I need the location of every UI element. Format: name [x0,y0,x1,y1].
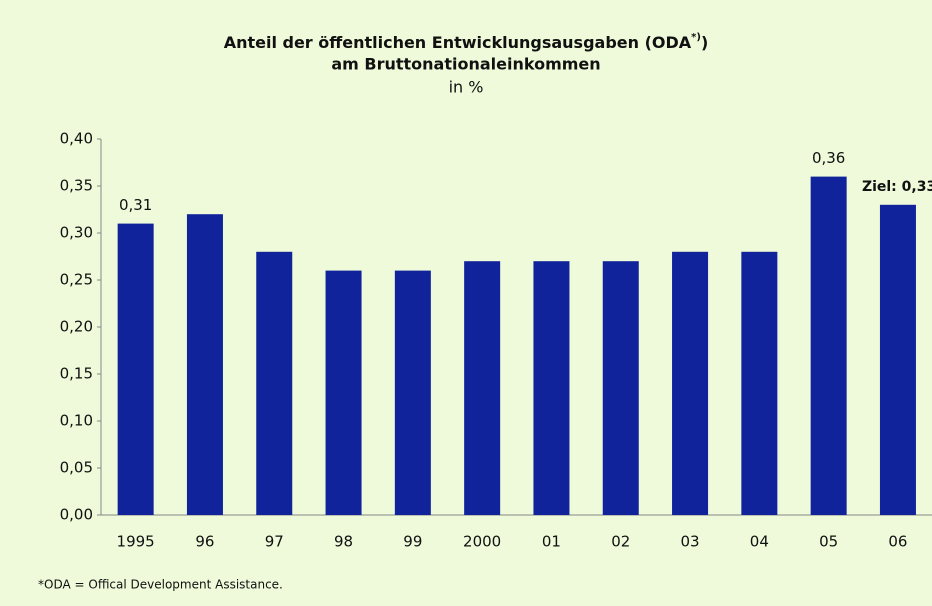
title-sup: *) [691,32,701,43]
x-tick-label: 99 [403,533,422,551]
bar [394,270,431,515]
x-tick-label: 01 [542,533,561,551]
x-tick-label: 04 [750,533,769,551]
y-tick-label: 0,15 [60,365,93,383]
bar [879,204,916,516]
y-tick-label: 0,35 [60,177,93,195]
title-text: Anteil der öffentlichen Entwicklungsausg… [224,33,692,52]
bar [325,270,362,515]
unit-label: in % [449,78,484,97]
title-end: ) [701,33,708,52]
x-tick-label: 2000 [463,533,501,551]
value-label: 0,36 [812,149,845,167]
chart-title: Anteil der öffentlichen Entwicklungsausg… [224,32,709,52]
x-tick-label: 1995 [117,533,155,551]
x-tick-label: 98 [334,533,353,551]
bar [533,261,570,515]
bar [810,176,847,515]
bar [602,261,639,515]
y-tick-label: 0,05 [60,459,93,477]
value-label: 0,31 [119,196,152,214]
x-tick-label: 05 [819,533,838,551]
y-tick-label: 0,30 [60,224,93,242]
footnote: *ODA = Offical Development Assistance. [38,578,283,592]
y-tick-label: 0,00 [60,506,93,524]
x-tick-label: 03 [681,533,700,551]
x-tick-label: 97 [265,533,284,551]
x-tick-label: 06 [888,533,907,551]
bar [186,214,223,515]
x-tick-label: 02 [611,533,630,551]
y-tick-label: 0,20 [60,318,93,336]
bar [256,251,293,516]
value-label: Ziel: 0,33 [862,179,932,195]
bar [672,251,709,516]
bar [741,251,778,516]
x-tick-label: 96 [195,533,214,551]
bar [464,261,501,515]
chart-subtitle: am Bruttonationaleinkommen [331,55,600,74]
y-tick-label: 0,10 [60,412,93,430]
y-tick-label: 0,40 [60,130,93,148]
y-tick-label: 0,25 [60,271,93,289]
bar [117,223,154,515]
